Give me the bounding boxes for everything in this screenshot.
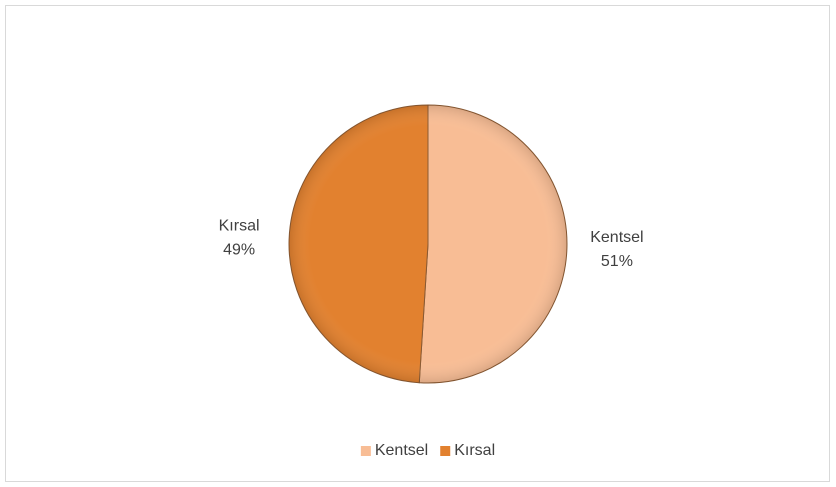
legend-swatch: [440, 446, 451, 456]
legend-label: Kentsel: [375, 442, 428, 459]
data-label-value: 51%: [601, 253, 633, 270]
legend-swatch: [360, 446, 371, 456]
data-label-name: Kırsal: [219, 217, 260, 234]
legend-label: Kırsal: [454, 442, 495, 459]
data-label-value: 49%: [223, 241, 255, 258]
data-label-name: Kentsel: [590, 229, 643, 246]
